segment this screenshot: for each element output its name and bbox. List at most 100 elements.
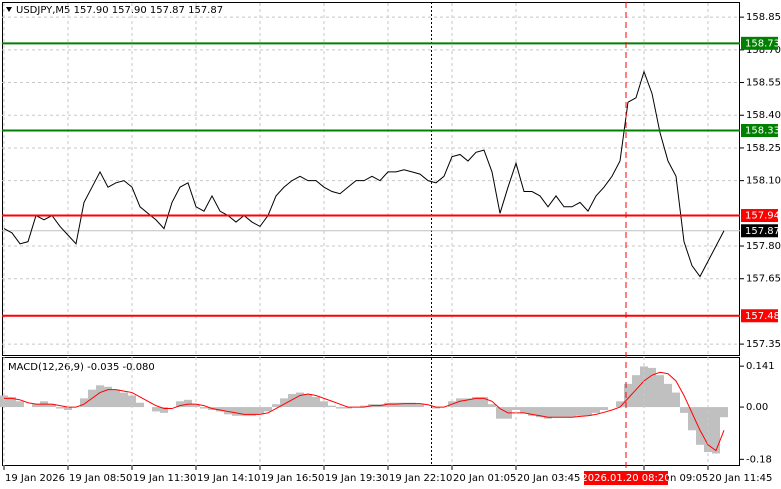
macd-bar (16, 401, 24, 408)
macd-bar (160, 407, 168, 413)
macd-bar (336, 407, 344, 409)
macd-bar (600, 407, 608, 410)
x-tick-label: 19 Jan 2026 (5, 473, 65, 484)
symbol-menu-icon[interactable] (6, 7, 12, 12)
macd-bar (32, 404, 40, 408)
y-tick-label: 157.65 (746, 274, 781, 285)
macd-bar (544, 407, 552, 419)
macd-bar (560, 407, 568, 418)
macd-title: MACD(12,26,9) -0.035 -0.080 (8, 362, 155, 373)
x-tick-label: 19 Jan 08:50 (69, 473, 132, 484)
macd-bar (528, 407, 536, 416)
macd-frame (2, 357, 740, 466)
macd-bar (248, 407, 256, 416)
x-tick-label: 19 Jan 22:10 (389, 473, 452, 484)
macd-bar (584, 407, 592, 416)
macd-bar (624, 383, 632, 408)
macd-bar (112, 389, 120, 408)
macd-bar (536, 407, 544, 418)
macd-bar (720, 407, 728, 418)
level-label-box (741, 209, 778, 223)
macd-bar (360, 405, 368, 408)
y-tick-label: -0.18 (746, 454, 772, 465)
x-tick-label: 20 Jan 03:45 (517, 473, 580, 484)
level-label: 157.94 (745, 211, 780, 222)
macd-bar (272, 404, 280, 408)
x-tick-label: 19 Jan 16:50 (261, 473, 324, 484)
crosshair-label: 2026.01.20 08:20 (581, 473, 670, 484)
macd-bar (496, 407, 504, 419)
y-tick-label: 158.25 (746, 143, 781, 154)
macd-bar (688, 407, 696, 431)
level-label: 157.48 (745, 311, 780, 322)
chart-title: USDJPY,M5 157.90 157.90 157.87 157.87 (16, 5, 223, 16)
level-label: 158.73 (745, 38, 780, 49)
y-tick-label: 158.55 (746, 78, 781, 89)
crosshair-label-box (584, 471, 668, 485)
level-label-box (741, 124, 778, 138)
macd-bar (288, 394, 296, 408)
signal-line (4, 371, 725, 452)
macd-bar (136, 402, 144, 408)
macd-bar (224, 407, 232, 415)
macd-bar (256, 407, 264, 415)
macd-bar (592, 407, 600, 413)
last-price-box (741, 224, 778, 238)
last-price-label: 157.87 (745, 226, 780, 237)
macd-bar (432, 407, 440, 409)
macd-bar (152, 407, 160, 412)
macd-bar (712, 407, 720, 454)
macd-bar (680, 407, 688, 413)
macd-bar (296, 392, 304, 408)
macd-bar (264, 407, 272, 412)
macd-bar (408, 402, 416, 408)
macd-bar (616, 401, 624, 408)
macd-bar (280, 398, 288, 408)
macd-bar (456, 398, 464, 408)
macd-bar (176, 401, 184, 408)
y-tick-label: 158.85 (746, 12, 781, 23)
macd-bar (344, 407, 352, 409)
macd-bar (56, 407, 64, 409)
y-tick-label: 157.80 (746, 241, 781, 252)
macd-bar (304, 394, 312, 408)
macd-bar (120, 392, 128, 408)
x-tick-label: 20 Jan 01:05 (453, 473, 516, 484)
macd-bar (552, 407, 560, 418)
y-tick-label: 158.70 (746, 45, 781, 56)
x-tick-label: 19 Jan 11:30 (133, 473, 196, 484)
y-tick-label: 158.10 (746, 176, 781, 187)
x-tick-label: 19 Jan 19:30 (325, 473, 388, 484)
macd-bar (96, 385, 104, 408)
macd-bar (216, 407, 224, 412)
level-label-box (741, 36, 778, 50)
macd-bar (472, 396, 480, 408)
macd-bar (696, 407, 704, 445)
macd-bar (400, 402, 408, 408)
macd-bar (312, 396, 320, 408)
macd-bar (80, 398, 88, 408)
y-tick-label: 157.35 (746, 339, 781, 350)
y-tick-label: 0.00 (746, 402, 768, 413)
y-tick-label: 0.141 (746, 361, 775, 372)
macd-bar (384, 402, 392, 408)
macd-bar (512, 407, 520, 410)
macd-bar (640, 366, 648, 408)
macd-bar (672, 392, 680, 408)
macd-bar (392, 402, 400, 408)
macd-bar (64, 407, 72, 410)
price-line (3, 70, 725, 278)
x-tick-label: 20 Jan 09:05 (645, 473, 708, 484)
macd-bar (576, 407, 584, 416)
macd-bar (320, 401, 328, 408)
macd-bar (520, 407, 528, 413)
macd-bar (48, 404, 56, 408)
y-tick-label: 158.40 (746, 110, 781, 121)
macd-bar (232, 407, 240, 416)
macd-bar (488, 404, 496, 408)
macd-bar (328, 405, 336, 408)
macd-bar (464, 398, 472, 408)
x-tick-label: 19 Jan 14:10 (197, 473, 260, 484)
level-label-box (741, 309, 778, 323)
